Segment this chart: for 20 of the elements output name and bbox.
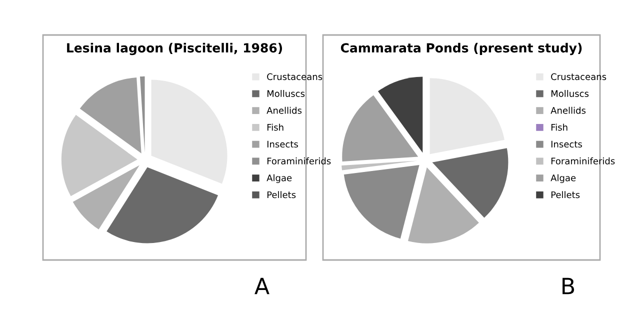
legend-label: Anellids	[550, 106, 586, 114]
legend-label: Foraminiferids	[267, 157, 331, 164]
legend-label: Molluscs	[267, 90, 305, 97]
legend-label: Crustaceans	[551, 73, 606, 80]
legend-label: Pellets	[267, 191, 296, 198]
legend-label: Anellids	[266, 106, 302, 114]
legend-label: Fish	[551, 124, 568, 131]
chart-title: Cammarata Ponds (present study)	[340, 42, 582, 56]
chart-title: Lesina lagoon (Piscitelli, 1986)	[67, 42, 282, 56]
legend-label: Molluscs	[551, 90, 589, 97]
legend-label: Algae	[266, 174, 292, 184]
legend-label: Pellets	[551, 191, 580, 198]
legend-label: Insects	[267, 140, 298, 148]
legend-label: Insects	[551, 140, 582, 148]
text: B	[562, 278, 574, 294]
legend-label: Fish	[267, 124, 284, 131]
text: A	[254, 278, 270, 294]
legend-label: Foraminiferids	[551, 157, 615, 164]
legend-label: Algae	[550, 174, 576, 184]
legend-label: Crustaceans	[267, 73, 322, 80]
